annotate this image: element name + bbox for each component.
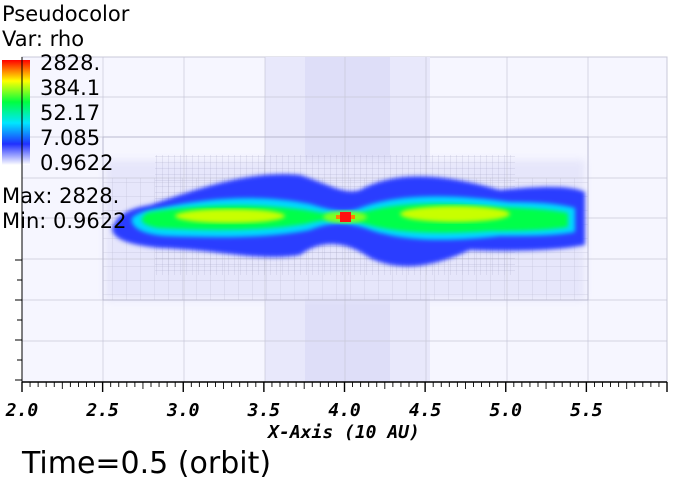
colorbar-tick-label: 2828. — [40, 51, 101, 75]
x-tick-label: 3.5 — [247, 400, 281, 421]
colorbar-tick-label: 7.085 — [40, 126, 101, 150]
colorbar-tick-label: 384.1 — [40, 76, 101, 100]
colorbar — [2, 60, 30, 165]
density-peak — [340, 212, 351, 222]
colorbar-tick-label: 0.9622 — [40, 151, 114, 175]
legend-max: Max: 2828. — [2, 184, 120, 208]
x-tick-label: 5.0 — [489, 400, 522, 421]
x-tick-label: 2.5 — [85, 400, 119, 421]
legend-plot-name: Pseudocolor — [2, 2, 130, 26]
x-axis-ticks — [21, 382, 668, 392]
x-tick-label: 5.5 — [570, 400, 603, 421]
legend-min: Min: 0.9622 — [2, 209, 127, 233]
x-tick-label: 3.0 — [166, 400, 200, 421]
x-axis: 2.0 2.5 3.0 3.5 4.0 4.5 5.0 5.5 X-Axis (10 AU) — [5, 57, 668, 443]
colorbar-tick-label: 52.17 — [40, 101, 101, 125]
density-disk — [112, 174, 585, 267]
y-axis-ticks — [15, 259, 22, 381]
x-tick-label: 2.0 — [5, 400, 39, 421]
x-tick-label: 4.5 — [409, 400, 442, 421]
time-label: Time=0.5 (orbit) — [22, 446, 272, 481]
legend-var-label: Var: rho — [2, 27, 85, 51]
x-axis-label: X-Axis (10 AU) — [266, 422, 420, 443]
x-tick-label: 4.0 — [328, 400, 361, 421]
x-axis-tick-labels: 2.0 2.5 3.0 3.5 4.0 4.5 5.0 5.5 — [5, 400, 603, 421]
